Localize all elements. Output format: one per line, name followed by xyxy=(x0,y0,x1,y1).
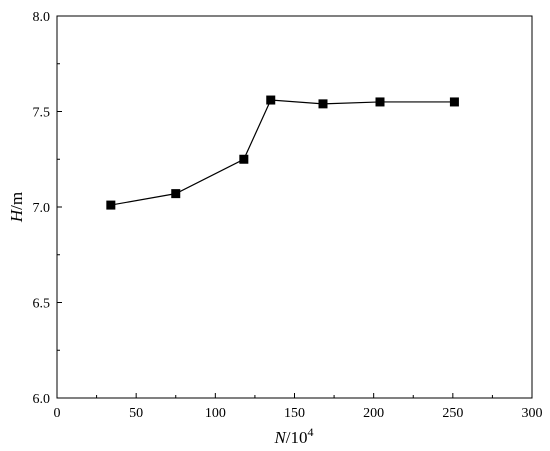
data-point xyxy=(239,154,249,164)
x-tick-label: 150 xyxy=(284,406,305,421)
x-tick-label: 200 xyxy=(363,406,384,421)
y-axis-title: H/m xyxy=(7,192,26,223)
y-axis-variable: H xyxy=(7,208,26,223)
axes xyxy=(56,15,533,399)
y-axis-unit: /m xyxy=(7,192,26,210)
series-layer xyxy=(106,95,459,210)
y-tick-label: 6.5 xyxy=(33,297,51,312)
y-tick-label: 7.5 xyxy=(33,106,51,121)
x-tick-label: 0 xyxy=(54,406,61,421)
data-point xyxy=(266,95,276,105)
x-tick-label: 50 xyxy=(129,406,143,421)
data-point xyxy=(449,97,459,107)
y-tick-label: 8.0 xyxy=(33,10,51,25)
y-tick-label: 6.0 xyxy=(33,392,51,407)
x-tick-label: 300 xyxy=(522,406,543,421)
x-axis-exponent: 4 xyxy=(308,425,314,439)
data-point xyxy=(375,97,385,107)
x-axis-unit: /10 xyxy=(286,428,308,447)
data-point xyxy=(318,99,328,109)
series-line xyxy=(110,99,455,206)
x-tick-label: 250 xyxy=(442,406,463,421)
tick-layer: 0 50 100 150 200 250 300 6.0 6.5 7.0 7.5 8.0 xyxy=(33,10,543,421)
x-axis-title: N/104 xyxy=(273,425,313,447)
y-tick-label: 7.0 xyxy=(33,201,51,216)
data-point xyxy=(106,200,116,210)
data-point xyxy=(171,189,181,199)
x-tick-label: 100 xyxy=(205,406,226,421)
plot-frame xyxy=(56,15,533,399)
x-axis-variable: N xyxy=(273,428,287,447)
